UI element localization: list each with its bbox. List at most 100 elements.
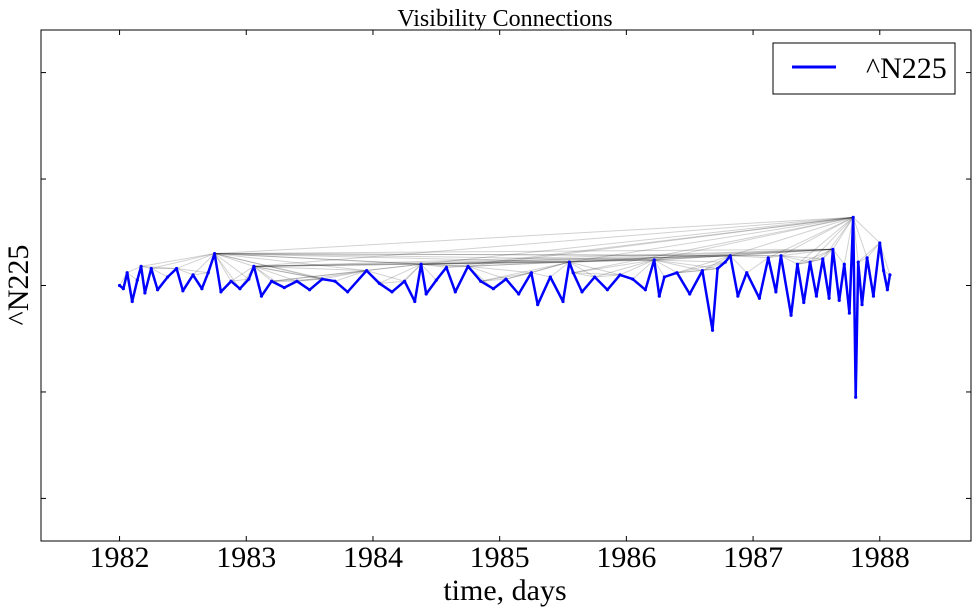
visibility-edge — [126, 272, 138, 281]
visibility-edge — [822, 248, 834, 260]
series-point — [865, 256, 869, 260]
series-point — [657, 294, 661, 298]
series-point — [390, 290, 394, 294]
visibility-edge — [253, 255, 731, 267]
visibility-edge — [421, 261, 570, 265]
visibility-edge — [126, 265, 142, 274]
visibility-edge — [467, 216, 854, 267]
series-point — [723, 260, 727, 264]
visibility-edge — [192, 272, 209, 276]
visibility-edge — [809, 217, 854, 263]
visibility-edge — [253, 259, 655, 267]
visibility-edge — [192, 253, 215, 276]
visibility-edge — [366, 270, 405, 282]
visibility-edge — [866, 242, 881, 259]
series-point — [774, 290, 778, 294]
series-point — [238, 287, 242, 291]
y-axis-label: ^N225 — [2, 245, 35, 326]
series-point — [795, 262, 800, 266]
visibility-edge — [797, 248, 834, 265]
plot-frame — [40, 29, 972, 542]
visibility-edge — [832, 249, 845, 265]
visibility-edge — [446, 216, 854, 268]
series-point — [479, 279, 483, 283]
visibility-edge — [746, 257, 769, 274]
series-layer — [117, 215, 892, 399]
series-point — [593, 275, 597, 279]
visibility-edge — [809, 258, 823, 263]
series-point — [757, 296, 762, 300]
series-point — [831, 247, 835, 251]
visibility-edge — [780, 255, 811, 263]
visibility-edge — [780, 248, 833, 257]
series-point — [229, 279, 233, 283]
series-point — [295, 279, 299, 283]
series-point — [814, 294, 819, 298]
series-point — [252, 264, 256, 268]
series-point — [333, 279, 337, 283]
visibility-edge — [852, 217, 868, 258]
visibility-edge — [421, 259, 655, 265]
visibility-edge — [230, 265, 255, 282]
visibility-edge — [768, 216, 854, 259]
visibility-edge — [334, 270, 367, 282]
series-point — [174, 266, 179, 271]
visibility-edge — [676, 255, 731, 274]
series-point — [346, 290, 350, 294]
visibility-edge — [569, 261, 595, 278]
visibility-edge — [480, 278, 507, 282]
visibility-edge — [141, 253, 215, 267]
visibility-edge — [404, 263, 422, 282]
series-point — [200, 287, 204, 291]
series-point — [130, 299, 134, 304]
x-tick-label: 1985 — [470, 541, 530, 574]
series-point — [403, 279, 407, 283]
visibility-edge — [214, 253, 731, 257]
visibility-edge — [140, 265, 152, 269]
visibility-edge — [271, 270, 367, 282]
series-point — [434, 278, 438, 282]
series-point — [529, 271, 533, 275]
series-point — [618, 273, 622, 277]
series-point — [571, 271, 575, 275]
legend-label: ^N225 — [866, 52, 947, 85]
visibility-edge — [253, 265, 272, 282]
visibility-edge — [809, 248, 834, 263]
visibility-edge — [852, 217, 881, 244]
series-point — [117, 283, 122, 288]
visibility-edge — [151, 253, 215, 269]
visibility-edge — [214, 253, 323, 280]
series-point — [885, 288, 889, 292]
series-point — [745, 271, 749, 275]
series-point — [413, 299, 417, 304]
visibility-edge — [480, 261, 570, 282]
series-point — [789, 313, 793, 317]
visibility-edge — [780, 255, 823, 260]
visibility-edge — [366, 263, 422, 272]
visibility-edge — [858, 257, 868, 263]
visibility-edge — [505, 261, 570, 280]
visibility-edge — [176, 268, 194, 276]
visibility-edge — [467, 265, 532, 274]
visibility-edge — [253, 265, 298, 282]
visibility-edge — [573, 272, 621, 276]
visibility-edge — [780, 216, 854, 257]
visibility-edge — [214, 253, 232, 282]
visibility-edge — [654, 248, 833, 261]
visibility-edge — [421, 263, 469, 267]
visibility-edge — [379, 263, 422, 284]
series-point — [139, 264, 143, 268]
visibility-edge — [214, 253, 422, 265]
series-point — [643, 288, 647, 292]
visibility-edge — [421, 216, 854, 265]
series-point — [662, 275, 666, 279]
series-point — [377, 281, 381, 285]
visibility-edge — [214, 253, 367, 272]
visibility-edge — [214, 253, 241, 289]
series-point — [247, 277, 251, 281]
visibility-edge — [214, 253, 781, 257]
series-point — [419, 262, 423, 266]
axis-ticks — [41, 30, 971, 541]
series-point — [453, 290, 457, 294]
visibility-edge — [797, 216, 854, 265]
